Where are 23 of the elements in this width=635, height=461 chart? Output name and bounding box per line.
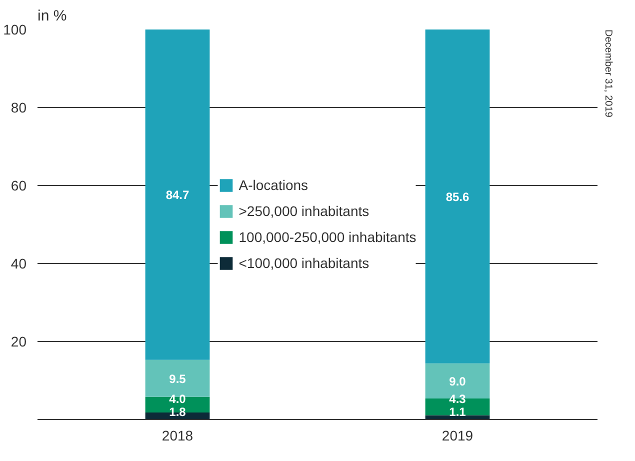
- data-label: 9.0: [449, 374, 466, 388]
- text: December 31, 2019: [602, 30, 614, 118]
- data-label: 85.6: [446, 190, 470, 204]
- legend-label: >250,000 inhabitants: [238, 203, 370, 219]
- y-axis-title: in %: [38, 8, 67, 24]
- bar: [425, 30, 490, 364]
- x-tick-label: 2019: [442, 428, 474, 444]
- y-tick-label: 40: [10, 256, 27, 272]
- data-label: 1.1: [449, 405, 466, 419]
- legend-label: A-locations: [238, 177, 308, 193]
- bar: [145, 30, 210, 360]
- y-tick-label: 80: [10, 100, 27, 116]
- legend-label: 100,000-250,000 inhabitants: [238, 229, 416, 245]
- data-label: 1.8: [169, 405, 186, 419]
- data-label: 84.7: [166, 188, 190, 202]
- legend-label: <100,000 inhabitants: [238, 255, 370, 271]
- y-tick-label: 100: [3, 22, 27, 38]
- data-label: 4.3: [449, 392, 466, 406]
- y-tick-label: 60: [10, 178, 27, 194]
- x-tick-label: 2018: [162, 428, 194, 444]
- y-tick-label: 20: [10, 334, 27, 350]
- data-label: 4.0: [169, 392, 186, 406]
- data-label: 9.5: [169, 372, 186, 386]
